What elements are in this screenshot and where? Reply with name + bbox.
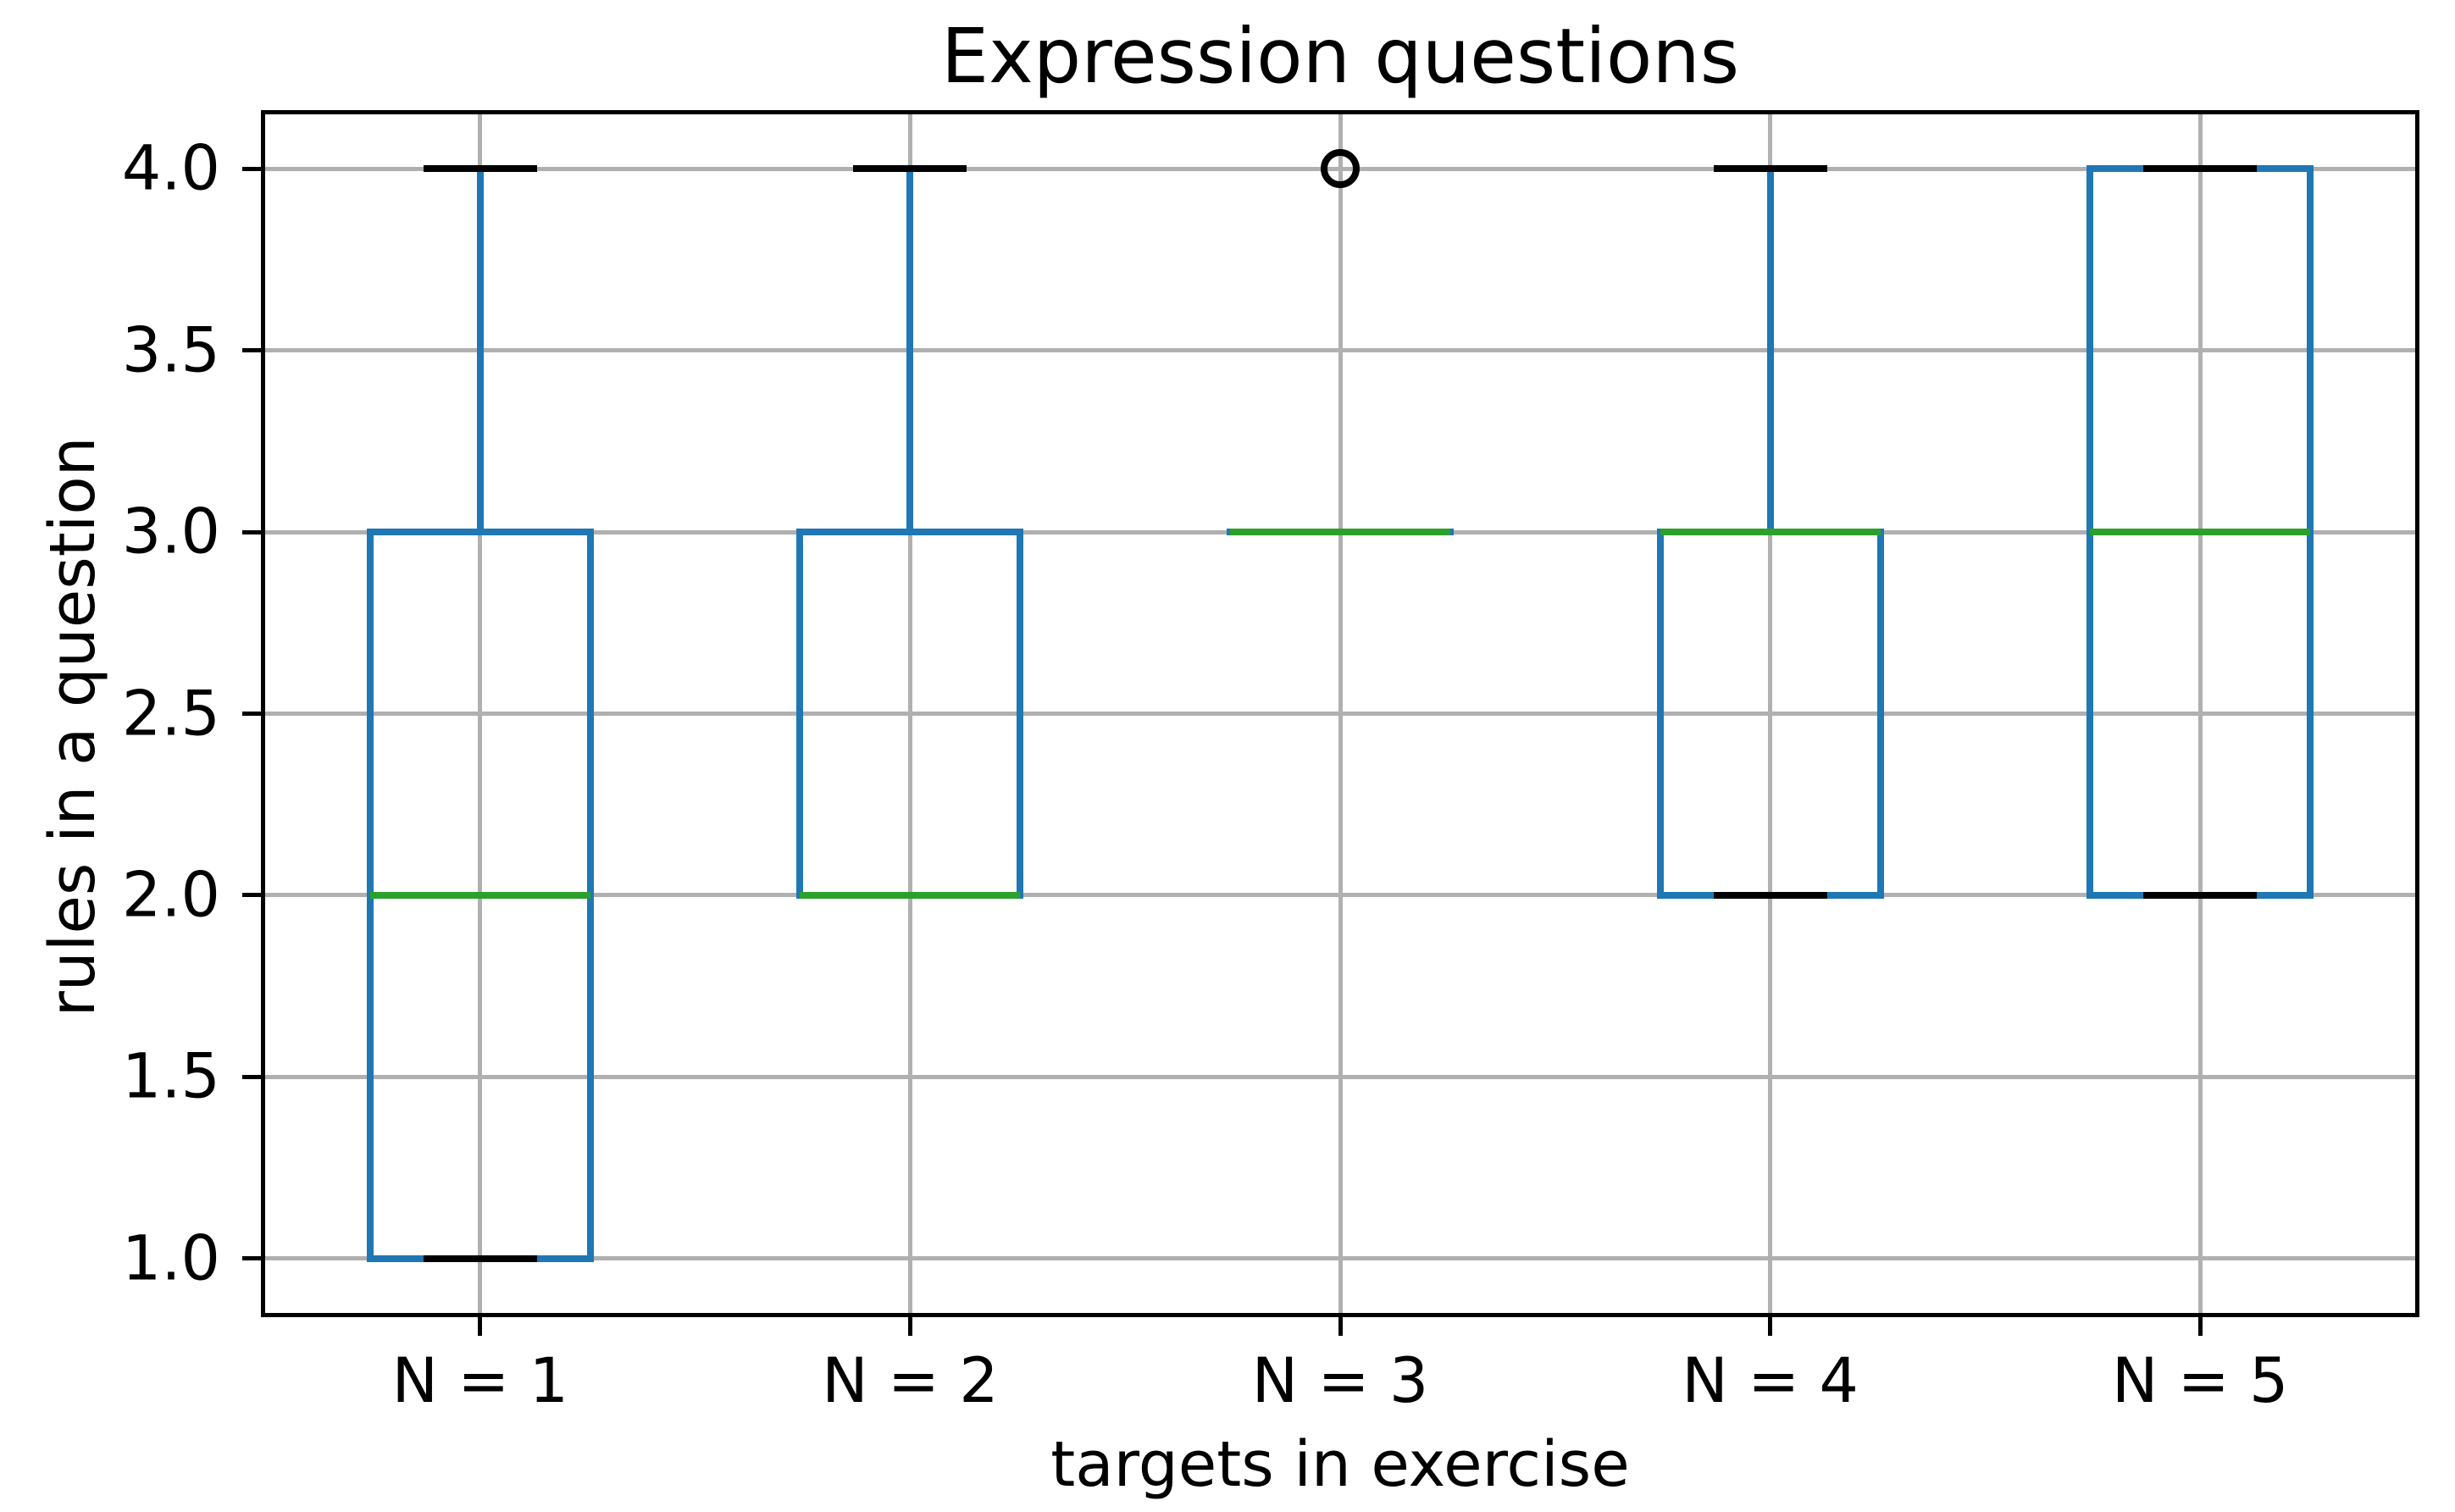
box-right-edge: [1447, 529, 1454, 536]
x-tick-label: N = 1: [391, 1345, 569, 1417]
upper-whisker: [1766, 165, 1774, 536]
box-top-edge: [369, 529, 590, 536]
y-tick-label: 2.0: [121, 859, 220, 932]
x-gridline: [1768, 114, 1773, 1313]
whisker-cap-top: [423, 165, 537, 173]
median-line: [1230, 529, 1450, 536]
median-line: [1660, 529, 1881, 536]
outlier-marker: [1321, 149, 1360, 189]
y-tick-label: 3.0: [121, 496, 220, 568]
x-tick: [907, 1317, 912, 1336]
median-line: [2090, 529, 2311, 536]
whisker-cap-top: [2143, 165, 2258, 173]
x-gridline: [1338, 114, 1343, 1313]
whisker-cap-bottom: [2143, 891, 2258, 899]
whisker-cap-bottom: [1713, 891, 1827, 899]
y-tick: [242, 893, 261, 898]
x-gridline: [478, 114, 483, 1313]
box-left-edge: [796, 529, 804, 899]
whisker-cap-top: [853, 165, 967, 173]
x-tick-label: N = 2: [822, 1345, 999, 1417]
y-tick-label: 2.5: [121, 678, 220, 750]
x-tick-label: N = 5: [2111, 1345, 2289, 1417]
chart-title: Expression questions: [940, 12, 1740, 100]
y-tick-label: 3.5: [121, 314, 220, 387]
x-tick: [478, 1317, 483, 1336]
y-tick-label: 1.0: [121, 1222, 220, 1295]
y-tick-label: 1.5: [121, 1040, 220, 1113]
box-right-edge: [586, 529, 594, 1262]
x-tick: [1768, 1317, 1773, 1336]
x-tick-label: N = 4: [1682, 1345, 1859, 1417]
box-left-edge: [1656, 529, 1664, 899]
x-tick-label: N = 3: [1251, 1345, 1429, 1417]
y-tick: [242, 1256, 261, 1261]
upper-whisker: [476, 165, 484, 536]
y-tick: [242, 1074, 261, 1079]
whisker-cap-bottom: [423, 1254, 537, 1262]
x-gridline: [2197, 114, 2203, 1313]
x-gridline: [907, 114, 912, 1313]
x-tick: [2197, 1317, 2203, 1336]
median-line: [800, 891, 1021, 899]
y-tick: [242, 712, 261, 716]
x-tick: [1338, 1317, 1343, 1336]
box-right-edge: [1876, 529, 1884, 899]
box-right-edge: [2307, 165, 2314, 899]
y-tick: [242, 166, 261, 171]
y-tick-label: 4.0: [121, 132, 220, 205]
y-tick: [242, 529, 261, 534]
median-line: [369, 891, 590, 899]
upper-whisker: [906, 165, 914, 536]
box-top-edge: [800, 529, 1021, 536]
box-right-edge: [1017, 529, 1024, 899]
whisker-cap-top: [1713, 165, 1827, 173]
y-tick: [242, 348, 261, 353]
x-axis-label: targets in exercise: [1050, 1428, 1630, 1501]
